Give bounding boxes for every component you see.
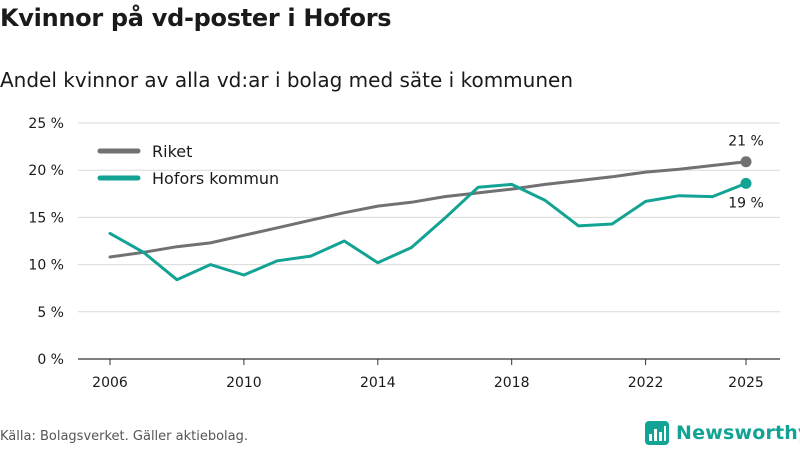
- chart-subtitle: Andel kvinnor av alla vd:ar i bolag med …: [0, 68, 573, 92]
- y-tick-label: 0 %: [37, 352, 64, 368]
- y-tick-label: 20 %: [28, 163, 64, 179]
- series-line-riket: [108, 160, 748, 259]
- end-point-hofors: [740, 177, 752, 189]
- legend-label-riket: Riket: [152, 142, 192, 161]
- end-label-riket: 21 %: [728, 134, 764, 150]
- series-line-hofors: [108, 181, 748, 282]
- bar-chart-icon: [645, 421, 669, 445]
- brand-name: Newsworthy: [676, 422, 800, 444]
- y-tick-label: 15 %: [28, 210, 64, 226]
- x-tick-label: 2025: [728, 375, 764, 391]
- x-tick-label: 2022: [628, 375, 664, 391]
- end-point-riket: [740, 156, 752, 168]
- x-tick-label: 2018: [494, 375, 530, 391]
- y-tick-label: 5 %: [37, 305, 64, 321]
- chart-title: Kvinnor på vd-poster i Hofors: [0, 4, 392, 32]
- legend-label-hofors: Hofors kommun: [152, 169, 279, 188]
- x-tick-label: 2006: [92, 375, 128, 391]
- x-tick-label: 2010: [226, 375, 262, 391]
- x-tick-label: 2014: [360, 375, 396, 391]
- source-note: Källa: Bolagsverket. Gäller aktiebolag.: [0, 429, 249, 444]
- newsworthy-logo: Newsworthy: [644, 420, 800, 446]
- y-tick-label: 25 %: [28, 116, 64, 132]
- end-label-hofors: 19 %: [728, 195, 764, 211]
- y-tick-label: 10 %: [28, 258, 64, 274]
